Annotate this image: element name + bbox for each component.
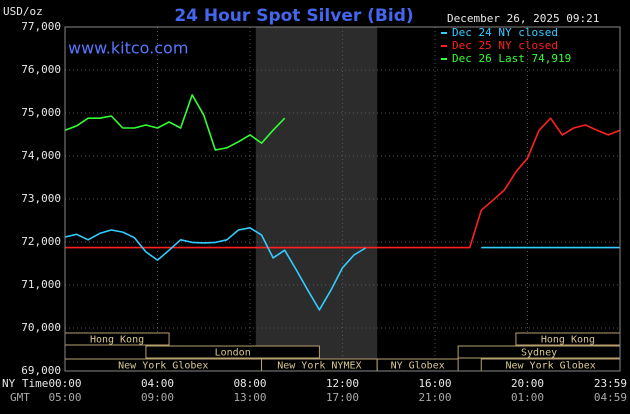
session-label: New York NYMEX — [277, 361, 361, 372]
session-label: Hong Kong — [90, 335, 144, 346]
session-box — [145, 345, 320, 359]
session-label: Sydney — [521, 348, 557, 359]
y-tick-label: 70,000 — [21, 321, 61, 334]
x-tick-label-gmt: 17:00 — [326, 391, 359, 404]
session-label: London — [215, 348, 251, 359]
series-line — [64, 94, 286, 151]
y-tick-label: 74,000 — [21, 149, 61, 162]
session-label: New York Globex — [118, 361, 208, 372]
x-tick-label: 04:00 — [141, 377, 174, 390]
x-row-label: NY Time — [2, 377, 48, 390]
session-label: New York Globex — [505, 361, 595, 372]
x-tick-label-gmt: 05:00 — [48, 391, 81, 404]
plot-frame — [64, 26, 621, 372]
y-tick-label: 73,000 — [21, 192, 61, 205]
legend-label: Dec 24 NY closed — [452, 26, 558, 39]
chart-title: 24 Hour Spot Silver (Bid) — [174, 6, 413, 26]
session-label: NY Globex — [391, 361, 445, 372]
x-tick-label-gmt: 13:00 — [233, 391, 266, 404]
x-tick-label-gmt: 01:00 — [511, 391, 544, 404]
y-tick-label: 76,000 — [21, 63, 61, 76]
y-tick-label: 77,000 — [21, 20, 61, 33]
session-label: Hong Kong — [541, 335, 595, 346]
x-tick-label-gmt: 09:00 — [141, 391, 174, 404]
watermark: www.kitco.com — [68, 39, 188, 58]
series-line — [64, 227, 620, 311]
x-tick-label-gmt: 04:59 — [594, 391, 627, 404]
x-tick-label: 23:59 — [594, 377, 627, 390]
legend-label: Dec 25 NY closed — [452, 39, 558, 52]
legend-label: Dec 26 Last 74,919 — [452, 52, 571, 65]
x-tick-label: 20:00 — [511, 377, 544, 390]
y-tick-label: 71,000 — [21, 278, 61, 291]
x-tick-label: 12:00 — [326, 377, 359, 390]
x-tick-label: 00:00 — [48, 377, 81, 390]
y-tick-label: 72,000 — [21, 235, 61, 248]
series-line — [65, 117, 621, 249]
x-row-label: GMT — [10, 391, 30, 404]
y-tick-label: 69,000 — [21, 364, 61, 377]
y-tick-label: 75,000 — [21, 106, 61, 119]
shaded-range — [255, 27, 378, 371]
x-tick-label-gmt: 21:00 — [418, 391, 451, 404]
x-tick-label: 16:00 — [418, 377, 451, 390]
unit-label: USD/oz — [3, 5, 43, 18]
timestamp: December 26, 2025 09:21 — [447, 12, 599, 25]
x-tick-label: 08:00 — [233, 377, 266, 390]
